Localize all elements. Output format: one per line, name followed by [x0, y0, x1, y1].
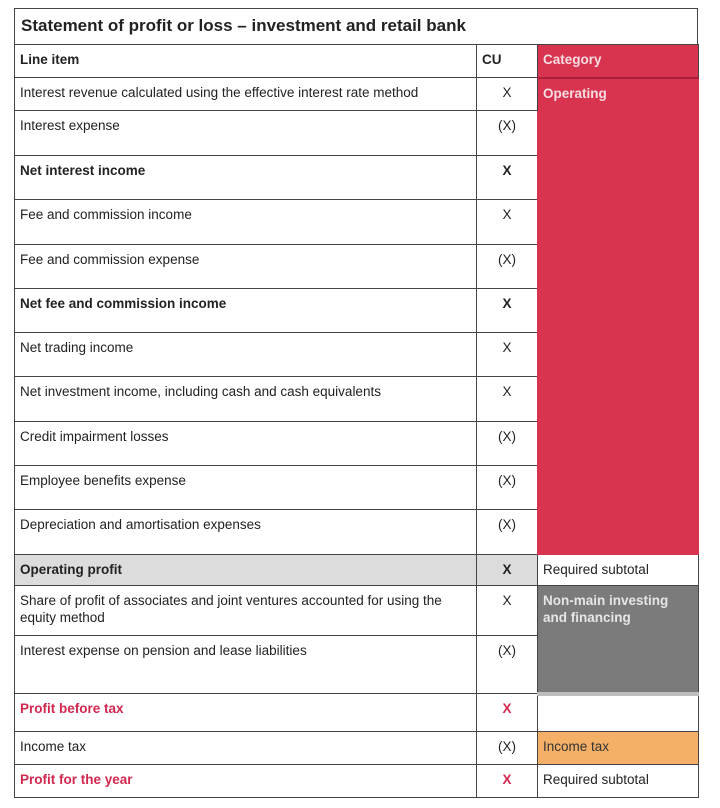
table-row: Income tax (X) Income tax [14, 731, 699, 765]
header-cu: CU [476, 44, 538, 78]
cu-value: X [476, 585, 538, 636]
category-required-subtotal: Required subtotal [537, 554, 699, 586]
header-line-item: Line item [14, 44, 477, 78]
table-row: Employee benefits expense (X) [14, 465, 699, 510]
profit-or-loss-table-container: Statement of profit or loss – investment… [14, 8, 699, 798]
table-row: Net investment income, including cash an… [14, 376, 699, 422]
table-row-operating-profit: Operating profit X Required subtotal [14, 554, 699, 586]
cu-value: (X) [476, 244, 538, 289]
line-item: Fee and commission expense [14, 244, 477, 289]
line-item: Credit impairment losses [14, 421, 477, 466]
header-row: Line item CU Category [14, 44, 699, 79]
line-item: Employee benefits expense [14, 465, 477, 510]
cu-value: X [476, 332, 538, 377]
line-item: Net trading income [14, 332, 477, 377]
line-item: Income tax [14, 731, 477, 765]
table-row: Share of profit of associates and joint … [14, 585, 699, 696]
cu-value: (X) [476, 110, 538, 156]
cu-value: X [476, 77, 538, 111]
table-row: Interest expense (X) [14, 110, 699, 156]
cu-value: (X) [476, 465, 538, 510]
cu-value: X [476, 693, 538, 732]
line-item: Interest expense [14, 110, 477, 156]
category-operating: Operating [537, 77, 699, 555]
line-item: Interest expense on pension and lease li… [14, 635, 477, 694]
cu-value: X [476, 288, 538, 333]
line-item: Net interest income [14, 155, 477, 200]
line-item: Profit for the year [14, 764, 477, 798]
line-item: Operating profit [14, 554, 477, 586]
cu-value: X [476, 764, 538, 798]
line-item: Fee and commission income [14, 199, 477, 245]
line-item: Profit before tax [14, 693, 477, 732]
cu-value: (X) [476, 509, 538, 555]
table-row: Net trading income X [14, 332, 699, 377]
cu-value: X [476, 155, 538, 200]
table-row: Depreciation and amortisation expenses (X… [14, 509, 699, 555]
table-row: Interest revenue calculated using the ef… [14, 77, 699, 555]
table-row: Net fee and commission income X [14, 288, 699, 333]
table-title: Statement of profit or loss – investment… [14, 8, 698, 44]
line-item: Interest revenue calculated using the ef… [14, 77, 477, 111]
line-item: Net fee and commission income [14, 288, 477, 333]
table-row-profit-for-year: Profit for the year X Required subtotal [14, 764, 699, 798]
table-row-profit-before-tax: Profit before tax X [14, 693, 699, 732]
category-empty [537, 693, 699, 732]
header-category: Category [537, 44, 699, 79]
table-row: Fee and commission expense (X) [14, 244, 699, 289]
cu-value: (X) [476, 635, 538, 694]
line-item: Share of profit of associates and joint … [14, 585, 477, 636]
cu-value: (X) [476, 731, 538, 765]
line-item: Depreciation and amortisation expenses [14, 509, 477, 555]
category-non-main-investing-financing: Non-main investing and financing [537, 585, 699, 696]
table-row: Fee and commission income X [14, 199, 699, 245]
cu-value: X [476, 554, 538, 586]
table-row: Credit impairment losses (X) [14, 421, 699, 466]
line-item: Net investment income, including cash an… [14, 376, 477, 422]
table-row: Interest expense on pension and lease li… [14, 635, 699, 694]
cu-value: X [476, 376, 538, 422]
category-required-subtotal: Required subtotal [537, 764, 699, 798]
cu-value: (X) [476, 421, 538, 466]
cu-value: X [476, 199, 538, 245]
category-income-tax: Income tax [537, 731, 699, 765]
profit-or-loss-table: Line item CU Category Interest revenue c… [14, 44, 699, 798]
